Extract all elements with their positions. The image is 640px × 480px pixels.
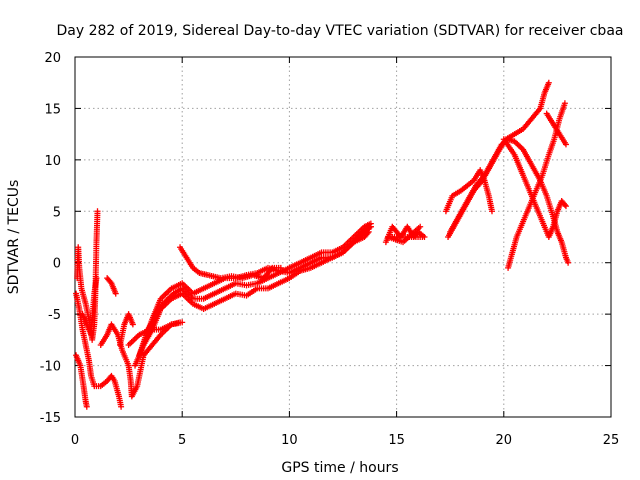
data-point <box>93 275 100 282</box>
data-point <box>94 208 101 215</box>
data-point <box>489 208 496 215</box>
series-arc-i <box>177 244 284 282</box>
data-point <box>562 203 569 210</box>
y-tick-label: -15 <box>40 411 61 426</box>
data-point <box>277 264 284 271</box>
y-tick-label: -10 <box>40 360 61 375</box>
plot-frame <box>74 56 612 418</box>
data-point <box>565 259 572 266</box>
data-point <box>118 403 125 410</box>
data-point <box>561 201 568 208</box>
data-point <box>367 223 374 230</box>
x-tick-label: 0 <box>71 433 79 448</box>
series-cluster-15 <box>382 223 428 246</box>
series-arc-b <box>73 290 125 410</box>
y-tick-label: 20 <box>44 51 61 66</box>
grid <box>75 57 611 417</box>
x-tick-label: 25 <box>603 433 620 448</box>
data-point <box>177 319 184 326</box>
series-arc-d <box>79 275 100 338</box>
data-point <box>83 403 90 410</box>
data-point <box>129 321 136 328</box>
y-tick-label: 0 <box>53 257 61 272</box>
x-axis-label: GPS time / hours <box>281 460 398 476</box>
data-point <box>561 100 568 107</box>
series-arc-e <box>104 275 119 297</box>
series-arc-m <box>445 79 552 240</box>
y-axis-label: SDTVAR / TECUs <box>6 180 22 295</box>
x-tick-label: 20 <box>496 433 513 448</box>
series-arc-j <box>350 223 374 246</box>
data-point <box>112 290 119 297</box>
series-arc-a <box>73 352 90 410</box>
y-tick-label: 5 <box>53 205 61 220</box>
data-point <box>562 141 569 148</box>
data-point <box>545 79 552 86</box>
data-point <box>417 223 424 230</box>
chart-title: Day 282 of 2019, Sidereal Day-to-day VTE… <box>57 23 624 39</box>
x-tick-label: 15 <box>388 433 405 448</box>
y-tick-label: -5 <box>48 308 61 323</box>
axis-ticks: 0 5 10 15 20 25 -15 -10 -5 0 5 10 15 20 <box>40 51 620 448</box>
series-arc-o <box>500 136 569 240</box>
series-arc-g <box>117 311 136 348</box>
series-arc-h <box>125 319 184 348</box>
series-arc-p <box>543 110 569 148</box>
y-tick-label: 10 <box>44 154 61 169</box>
x-tick-label: 5 <box>178 433 186 448</box>
y-tick-label: 15 <box>44 102 61 117</box>
x-tick-label: 10 <box>281 433 298 448</box>
series-arc-n <box>505 100 568 271</box>
data-marks <box>73 79 572 410</box>
